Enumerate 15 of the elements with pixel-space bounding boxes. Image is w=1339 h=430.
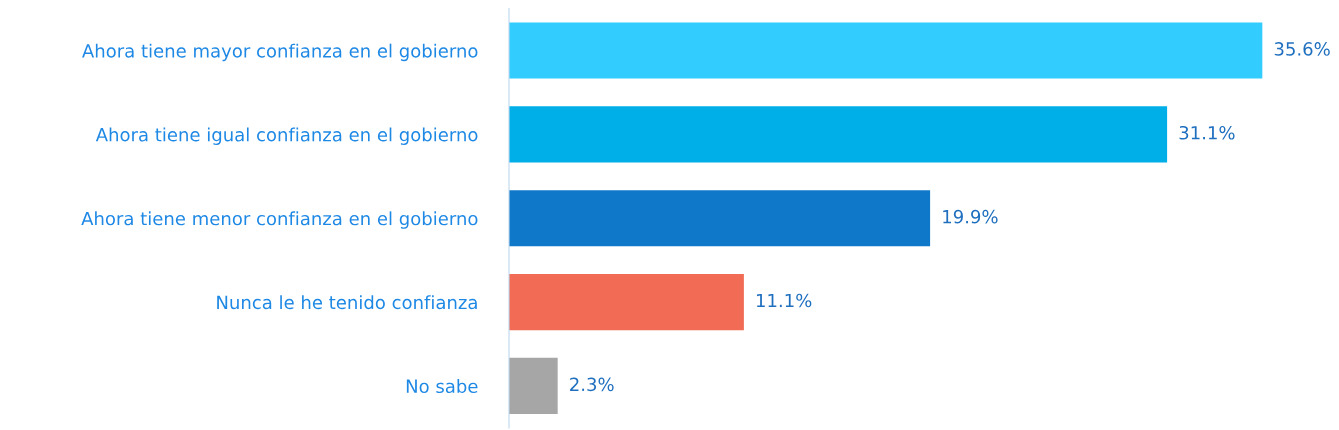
y-tick-label: No sabe [406, 379, 478, 394]
bar [509, 357, 558, 415]
bar [509, 22, 1263, 79]
bar [509, 273, 744, 331]
bar [509, 106, 1168, 163]
y-tick-label: Ahora tiene igual confianza en el gobierno [95, 127, 478, 145]
y-tick-label: Ahora tiene mayor confianza en el gobierno [82, 43, 478, 62]
data-label: 31.1% [1179, 125, 1235, 140]
data-label: 2.3% [570, 377, 614, 392]
data-label: 35.6% [1274, 42, 1330, 56]
bar [509, 190, 931, 247]
y-tick-label: Nunca le he tenido confianza [217, 295, 477, 310]
data-label: 19.9% [943, 209, 998, 224]
data-label: 11.1% [756, 293, 812, 308]
y-tick-label: Ahora tiene menor confianza en el gobierno [81, 211, 478, 229]
